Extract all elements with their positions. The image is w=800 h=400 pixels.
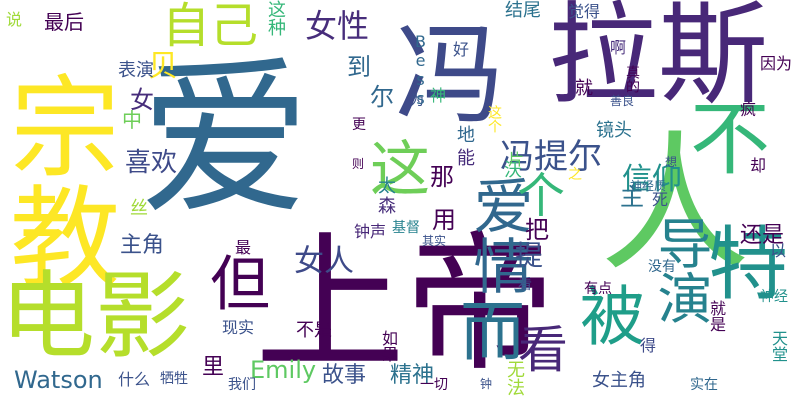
cloud-word: 喜欢 [125,148,178,178]
cloud-word: 把 [525,216,549,244]
cloud-word: 神经质 [630,179,667,193]
cloud-word: 沃 [504,160,522,181]
cloud-word: 最 [235,238,252,257]
cloud-word: 电影 [0,262,191,372]
cloud-word: 如果 [379,330,398,362]
cloud-word: 中 [122,108,142,132]
cloud-word: 那 [430,163,454,191]
cloud-word: 什么 [118,370,151,389]
cloud-word: 但 [210,250,270,320]
cloud-word: 拉斯 [548,0,768,119]
cloud-word: 因为 [760,54,793,73]
cloud-word: 不 [690,93,770,186]
cloud-word: 还是 [740,223,785,248]
cloud-word: 被 [580,280,646,355]
cloud-word: 没有 [648,259,676,275]
cloud-word: 就 [575,78,593,99]
cloud-word: 看 [518,277,532,293]
cloud-word: 爱 [140,41,311,239]
cloud-word: 现实 [222,318,255,337]
cloud-word: 实在 [690,377,718,393]
cloud-word: 个 [517,168,566,224]
cloud-word: 宗教 [0,70,119,290]
cloud-word: 神 [430,86,447,105]
cloud-word: 想 [665,155,678,169]
cloud-word: 信仰 [622,162,682,197]
cloud-word: 这种 [265,0,286,36]
cloud-word: 太 [378,176,396,197]
cloud-word: 爱情 [463,175,533,295]
cloud-word: 善良 [610,94,635,108]
cloud-word: 一切 [420,377,448,393]
cloud-word: 却 [750,156,767,175]
cloud-word: 导演 [648,215,712,325]
cloud-word: 钟声 [354,222,387,241]
cloud-word: 表演 [118,60,154,81]
cloud-word: 片 [508,150,525,169]
cloud-word: 冯提尔 [500,137,602,177]
cloud-word: Watson [14,366,103,394]
cloud-word: 真的 [624,65,640,93]
cloud-word: 牺牲 [160,371,188,387]
cloud-word: 上帝 [255,218,556,392]
cloud-word: 不是 [296,320,332,341]
cloud-word: 女主角 [592,370,646,391]
cloud-word: 而 [460,295,526,370]
cloud-word: 主角 [120,233,165,258]
cloud-word: 无法 [504,360,525,396]
cloud-word: 神经 [760,289,788,305]
cloud-word: 有点 [584,281,612,297]
cloud-word: 能 [457,148,475,169]
cloud-word: 女性 [305,7,370,45]
cloud-word: 得 [640,336,657,355]
cloud-word: 死 [652,190,669,209]
cloud-word: 啊 [610,38,627,57]
cloud-word: 结尾 [505,0,541,21]
cloud-word: 好 [453,40,470,59]
cloud-word: 精神 [390,363,435,388]
cloud-word: 主 [620,183,644,211]
cloud-word: Emily [250,356,317,384]
cloud-word: 则 [352,157,365,171]
cloud-word: 森 [378,196,396,217]
cloud-word: 这个 [486,105,502,133]
cloud-word: 就是 [707,300,726,332]
cloud-word: 天堂 [769,330,788,362]
cloud-word: 说 [6,10,23,29]
cloud-word: 自己 [162,0,259,54]
cloud-word: 特 [708,218,788,311]
cloud-word: 以 [770,241,787,260]
cloud-word: 提 [515,239,544,272]
cloud-word: 这 [370,135,430,205]
cloud-word: 女 [130,86,154,114]
cloud-word: 贝 [148,49,178,84]
cloud-word: 觉得 [568,2,601,21]
cloud-word: 最后 [44,10,84,34]
cloud-word: 地 [457,125,475,146]
cloud-word: 基督 [392,220,420,236]
cloud-word: 钟 [480,377,493,391]
cloud-word: 用 [432,206,456,234]
cloud-word: 女人 [294,244,354,279]
cloud-word: 里 [202,355,225,380]
cloud-word: 看 [518,321,568,379]
cloud-word: 冯 [395,11,505,139]
cloud-word: 尔 [370,83,394,111]
cloud-word: 我们 [228,377,256,393]
cloud-word: 故事 [322,363,367,388]
cloud-word: 之 [568,167,582,183]
cloud-word: 人 [600,118,751,292]
cloud-word: 疯 [740,100,757,119]
cloud-word: Bess [411,32,430,108]
cloud-word: 为 [410,93,424,109]
cloud-word: 其实 [422,234,447,248]
cloud-word: 到 [347,53,371,81]
cloud-word: 更 [352,117,366,133]
cloud-word: 丝 [130,198,148,219]
cloud-word: 镜头 [596,120,632,141]
